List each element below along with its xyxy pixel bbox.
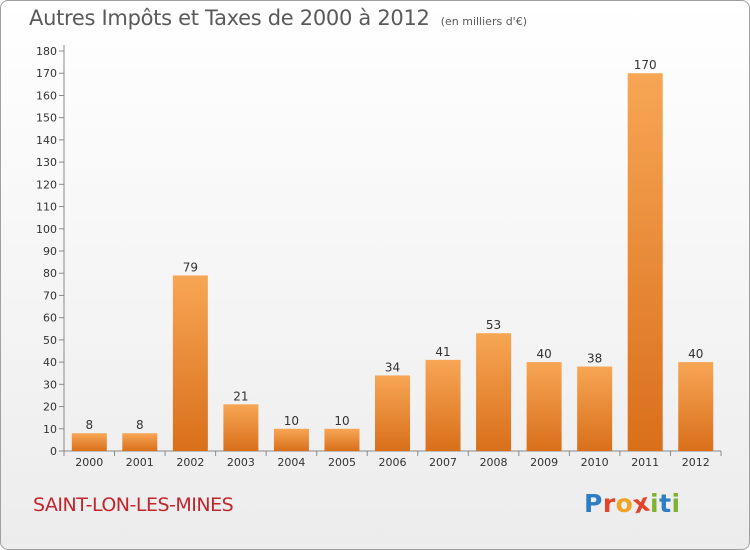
y-tick-label: 130 bbox=[36, 156, 57, 169]
bar-value-label: 10 bbox=[334, 414, 349, 428]
y-tick-label: 80 bbox=[43, 267, 57, 280]
bar-value-label: 40 bbox=[536, 347, 551, 361]
commune-name: SAINT-LON-LES-MINES bbox=[33, 494, 234, 516]
x-tick-label: 2002 bbox=[176, 456, 204, 469]
bar bbox=[223, 404, 259, 451]
bar-value-label: 40 bbox=[688, 347, 703, 361]
bar-value-label: 8 bbox=[85, 418, 93, 432]
bar bbox=[476, 333, 512, 451]
x-tick-label: 2001 bbox=[126, 456, 154, 469]
bar-value-label: 53 bbox=[486, 318, 501, 332]
bar-value-label: 170 bbox=[634, 58, 657, 72]
x-tick-label: 2005 bbox=[328, 456, 356, 469]
logo-letter: i bbox=[650, 489, 660, 518]
bar bbox=[122, 433, 158, 451]
y-tick-label: 160 bbox=[36, 89, 57, 102]
bar-value-label: 8 bbox=[136, 418, 144, 432]
bar bbox=[678, 362, 714, 451]
x-tick-label: 2009 bbox=[530, 456, 558, 469]
logo-letter: r bbox=[602, 489, 616, 518]
y-tick-label: 0 bbox=[50, 445, 57, 458]
x-tick-label: 2011 bbox=[631, 456, 659, 469]
logo-letter: o bbox=[615, 489, 634, 518]
y-tick-label: 140 bbox=[36, 134, 57, 147]
y-tick-label: 40 bbox=[43, 356, 57, 369]
chart-title: Autres Impôts et Taxes de 2000 à 2012 bbox=[29, 6, 430, 30]
x-tick-label: 2007 bbox=[429, 456, 457, 469]
y-tick-label: 30 bbox=[43, 378, 57, 391]
chart-unit: (en milliers d'€) bbox=[440, 15, 527, 28]
bar bbox=[172, 275, 208, 451]
bar bbox=[375, 375, 410, 451]
logo-letter: t bbox=[659, 489, 672, 518]
bar bbox=[577, 366, 613, 451]
y-tick-label: 20 bbox=[43, 401, 57, 414]
x-tick-label: 2000 bbox=[75, 456, 103, 469]
logo-letter: P bbox=[584, 489, 603, 518]
x-tick-label: 2010 bbox=[581, 456, 609, 469]
x-tick-label: 2006 bbox=[379, 456, 407, 469]
y-tick-label: 170 bbox=[36, 67, 57, 80]
y-tick-label: 180 bbox=[36, 45, 57, 58]
y-tick-label: 100 bbox=[36, 223, 57, 236]
y-tick-label: 120 bbox=[36, 178, 57, 191]
y-tick-label: 10 bbox=[43, 423, 57, 436]
x-tick-label: 2012 bbox=[682, 456, 710, 469]
bar bbox=[324, 428, 360, 451]
x-tick-label: 2008 bbox=[480, 456, 508, 469]
bar bbox=[71, 433, 107, 451]
x-tick-label: 2003 bbox=[227, 456, 255, 469]
proxiti-logo: Proxiti bbox=[584, 488, 681, 520]
bar-value-label: 21 bbox=[233, 389, 248, 403]
x-tick-label: 2004 bbox=[277, 456, 305, 469]
y-tick-label: 110 bbox=[36, 201, 57, 214]
y-tick-label: 150 bbox=[36, 112, 57, 125]
chart-title-block: Autres Impôts et Taxes de 2000 à 2012 (e… bbox=[29, 6, 527, 30]
y-tick-label: 90 bbox=[43, 245, 57, 258]
bar bbox=[526, 362, 562, 451]
logo-letter: i bbox=[671, 489, 681, 518]
bar-value-label: 34 bbox=[385, 360, 400, 374]
bar bbox=[425, 359, 461, 451]
bar-value-label: 10 bbox=[284, 414, 299, 428]
y-tick-label: 70 bbox=[43, 289, 57, 302]
bar bbox=[273, 428, 309, 451]
bar bbox=[627, 73, 663, 451]
y-tick-label: 50 bbox=[43, 334, 57, 347]
bar-value-label: 38 bbox=[587, 352, 602, 366]
bar-value-label: 41 bbox=[435, 345, 450, 359]
y-tick-label: 60 bbox=[43, 312, 57, 325]
bar-value-label: 79 bbox=[183, 260, 198, 274]
